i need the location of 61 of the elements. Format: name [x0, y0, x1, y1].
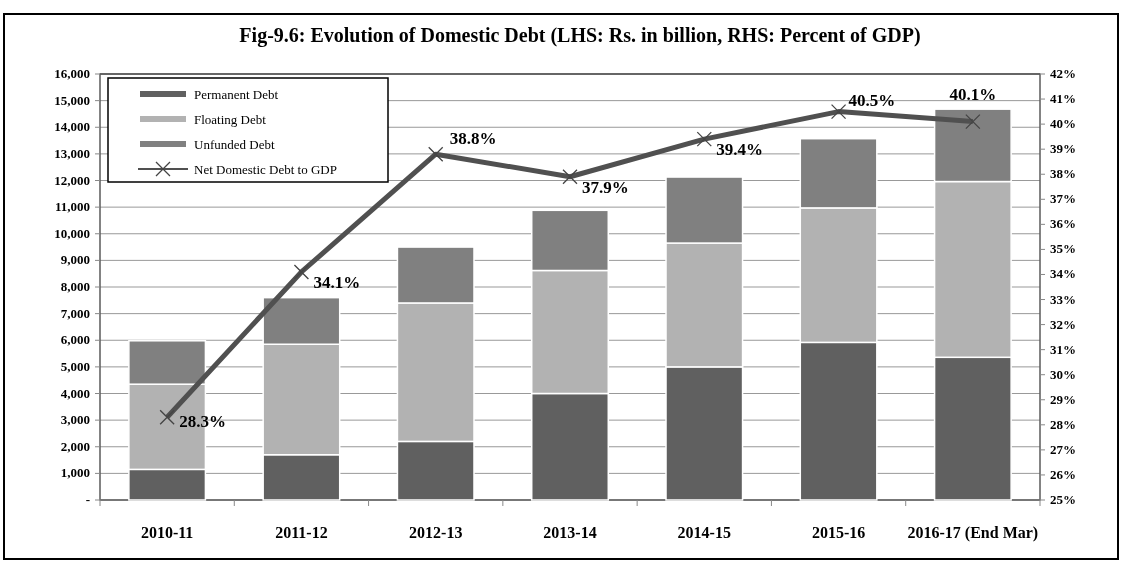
y-tick-label: - [85, 492, 90, 507]
y2-tick-label: 32% [1050, 316, 1076, 332]
y2-tick-label: 28% [1050, 416, 1076, 432]
data-label: 37.9% [582, 177, 629, 197]
y-tick-label: 9,000 [60, 252, 90, 268]
y-tick-label: 12,000 [54, 172, 90, 188]
data-label: 39.4% [716, 140, 764, 160]
x-tick-label: 2013-14 [543, 524, 597, 541]
x-tick-label: 2010-11 [140, 524, 194, 541]
data-label: 40.1% [949, 84, 997, 104]
y2-tick-label: 25% [1050, 492, 1076, 507]
y2-tick-label: 31% [1050, 341, 1076, 357]
data-label: 40.5% [848, 90, 896, 110]
y2-tick-label: 30% [1050, 366, 1076, 382]
point [830, 103, 847, 120]
y-tick-label: 3,000 [60, 412, 90, 428]
point [696, 131, 712, 147]
y-tick-label: 8,000 [60, 279, 90, 294]
y2-tick-label: 29% [1050, 391, 1076, 407]
y2-tick-label: 40% [1050, 116, 1076, 132]
x-tick-label: 2016-17 (End Mar) [907, 524, 1039, 542]
y2-tick-label: 37% [1050, 191, 1076, 207]
y-tick-label: 4,000 [60, 385, 90, 401]
y-tick-label: 15,000 [54, 92, 90, 108]
point [428, 146, 444, 162]
y-tick-label: 11,000 [54, 199, 90, 215]
y2-tick-label: 41% [1050, 91, 1076, 107]
point [965, 113, 981, 130]
y2-tick-label: 36% [1050, 216, 1076, 232]
chart-title: Fig-9.6: Evolution of Domestic Debt (LHS: Rs. in billion, RHS: Percent of GDP) [239, 24, 921, 47]
point [159, 409, 175, 425]
y2-tick-label: 42% [1050, 66, 1076, 81]
x-tick-label: 2015-16 [811, 524, 866, 541]
legend-label: Unfunded Debt [194, 137, 275, 152]
y-tick-label: 1,000 [60, 465, 90, 481]
x-tick-label: 2012-13 [409, 524, 463, 541]
data-label: 34.1% [313, 272, 361, 292]
legend-label: Floating Debt [194, 112, 267, 127]
y-tick-label: 14,000 [54, 119, 90, 135]
point [293, 264, 310, 280]
y2-tick-label: 39% [1050, 141, 1076, 157]
y-tick-label: 6,000 [60, 332, 90, 348]
y-tick-label: 10,000 [54, 225, 90, 241]
point [562, 169, 578, 185]
x-tick-label: 2011-12 [275, 524, 328, 541]
y2-tick-label: 35% [1050, 241, 1076, 257]
x-tick-label: 2014-15 [677, 524, 731, 541]
y2-tick-label: 34% [1050, 266, 1076, 282]
y2-tick-label: 26% [1050, 466, 1076, 482]
legend-label: Permanent Debt [194, 87, 279, 102]
y2-tick-label: 33% [1050, 291, 1076, 307]
legend-label: Net Domestic Debt to GDP [194, 162, 337, 177]
data-label: 38.8% [449, 129, 497, 149]
y-tick-label: 5,000 [60, 358, 90, 374]
y-tick-label: 2,000 [60, 438, 90, 454]
y2-tick-label: 38% [1050, 166, 1076, 182]
data-label: 28.3% [179, 412, 226, 432]
y-tick-label: 16,000 [54, 66, 90, 81]
y-tick-label: 13,000 [54, 145, 90, 161]
y2-tick-label: 27% [1050, 441, 1076, 457]
y-tick-label: 7,000 [60, 305, 90, 321]
